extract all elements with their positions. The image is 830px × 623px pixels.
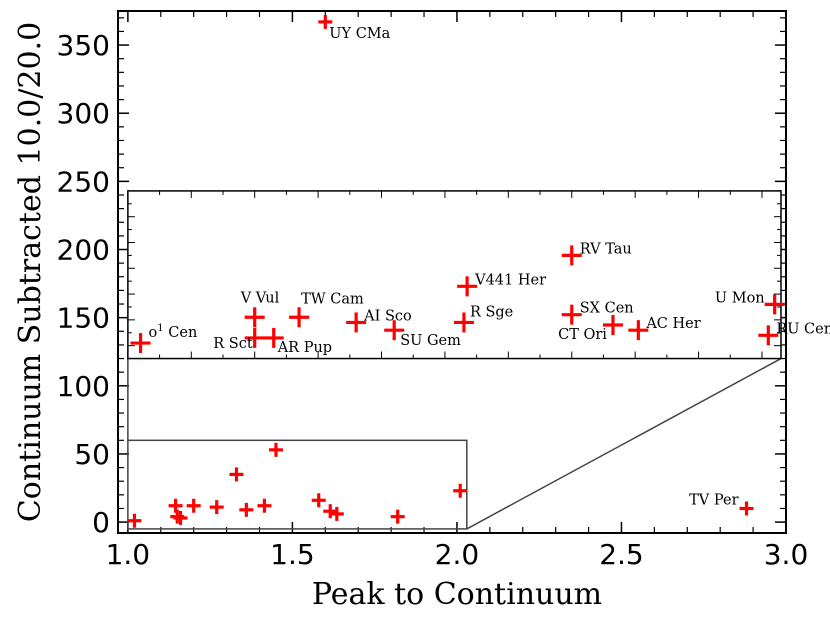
data-point (318, 14, 333, 29)
inset-point (561, 304, 582, 325)
x-axis-title: Peak to Continuum (312, 577, 602, 612)
data-point (323, 504, 338, 519)
point-label: UY CMa (329, 26, 390, 42)
point-label: TV Per (689, 492, 738, 508)
data-point (739, 501, 754, 516)
inset-point-label: R Sge (470, 304, 513, 320)
inset-point-label: CT Ori (558, 327, 607, 343)
data-point (311, 493, 326, 508)
inset-point-label: SU Gem (400, 333, 461, 349)
y-tick-label: 100 (57, 370, 110, 403)
inset-point-label: V441 Her (474, 272, 546, 288)
inset-point (244, 327, 265, 348)
inset-point (457, 276, 478, 297)
point-labels: UY CMa TV Per (329, 26, 738, 509)
data-point (168, 498, 183, 513)
inset-point (602, 315, 623, 336)
plot-frame (117, 10, 787, 534)
inset-point-label: U Mon (715, 290, 765, 306)
inset-point-label: RV Tau (580, 241, 632, 257)
inset-point-label: SX Cen (580, 301, 634, 317)
inset-point-label: V Vul (240, 290, 280, 306)
data-points (127, 14, 754, 528)
inset-point-label: AI Sco (363, 308, 412, 324)
y-tick-label: 300 (57, 97, 110, 130)
inset-point (130, 333, 151, 354)
inset-point (384, 320, 405, 341)
y-tick-label: 250 (57, 165, 110, 198)
data-point (209, 500, 224, 515)
inset-point-label: TW Cam (301, 291, 364, 307)
x-tick-label: 2.0 (435, 538, 480, 571)
x-tick-label: 1.5 (270, 538, 315, 571)
inset-point (453, 312, 474, 333)
y-axis-title: Continuum Subtracted 10.0/20.0 (13, 22, 48, 522)
inset-point-label: R Sct (213, 336, 253, 352)
zoom-connector (127, 357, 782, 530)
x-tick-label: 3.0 (764, 538, 809, 571)
inset-point (263, 327, 284, 348)
inset-point (764, 294, 785, 315)
inset-point-label: AC Her (645, 316, 700, 332)
zoom-region-box (127, 439, 468, 530)
data-point (173, 511, 188, 526)
data-point (186, 498, 201, 513)
x-tick-label: 1.0 (106, 538, 151, 571)
data-point (329, 506, 344, 521)
y-tick-label: 150 (57, 302, 110, 335)
inset-point (628, 320, 649, 341)
y-tick-label: 200 (57, 234, 110, 267)
data-point (390, 509, 405, 524)
y-tick-label: 50 (74, 438, 110, 471)
x-tick-label: 2.5 (599, 538, 644, 571)
inset-point-label: RU Cen (776, 321, 830, 337)
zoom-connector-right (466, 357, 782, 530)
data-point (239, 502, 254, 517)
data-point (127, 513, 142, 528)
inset-point (346, 312, 367, 333)
y-tick-label: 350 (57, 29, 110, 62)
data-point (453, 483, 468, 498)
inset-point (244, 307, 265, 328)
data-point (268, 442, 283, 457)
data-point (229, 467, 244, 482)
inset-point (289, 307, 310, 328)
inset-frame (127, 190, 782, 360)
inset-point (758, 325, 779, 346)
inset-point-label: AR Pup (277, 340, 332, 356)
inset-point-label: o1 Cen (149, 323, 198, 341)
inset-point (561, 245, 582, 266)
y-tick-label: 0 (92, 506, 110, 539)
data-point (257, 498, 272, 513)
